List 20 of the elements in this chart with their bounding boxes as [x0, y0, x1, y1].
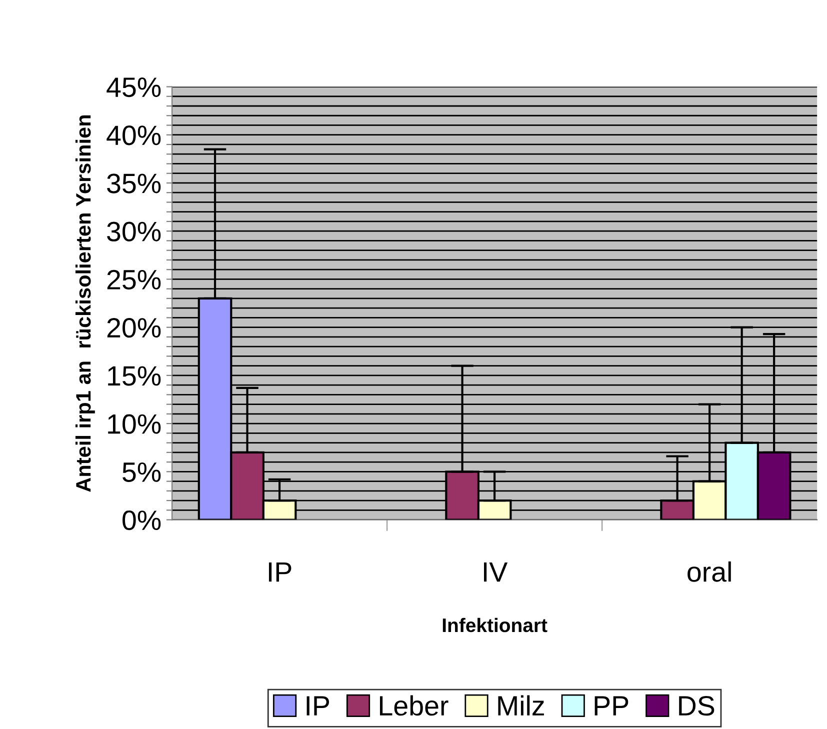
x-tick-label: IP: [268, 562, 292, 582]
y-tick-label: 20%: [107, 318, 161, 338]
y-tick-label: 30%: [107, 222, 161, 242]
y-tick-label: 0%: [122, 510, 161, 530]
y-tick-label: 40%: [106, 126, 161, 146]
y-tick-label: 35%: [107, 174, 161, 194]
y-tick-label: 25%: [107, 270, 161, 290]
legend-label: Milz: [498, 695, 544, 716]
y-tick-label: 15%: [108, 366, 161, 386]
y-tick-label: 45%: [106, 78, 161, 98]
legend-label: Leber: [380, 695, 448, 716]
legend-label: DS: [679, 696, 714, 716]
y-tick-label: 10%: [108, 414, 161, 434]
legend-label: PP: [594, 696, 628, 716]
x-tick-label: oral: [688, 561, 731, 582]
y-tick-label: 5%: [122, 462, 161, 482]
y-axis-title: Anteil irp1 an rückisolierten Yersinien: [75, 115, 95, 492]
x-tick-label: IV: [484, 562, 508, 582]
legend-label: IP: [306, 696, 330, 716]
x-axis-title: Infektionart: [442, 618, 548, 632]
